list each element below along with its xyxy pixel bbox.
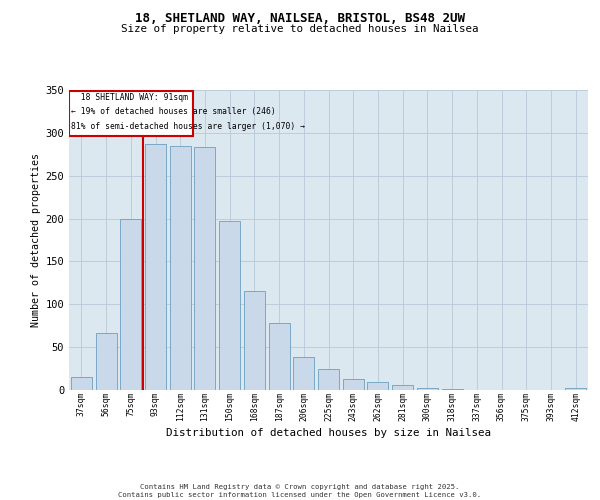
Bar (120, 218, 141, 390)
Bar (565, 388, 586, 390)
Bar (293, 358, 314, 390)
Bar (269, 323, 290, 390)
Bar (392, 385, 413, 390)
Bar (367, 382, 388, 390)
Bar (70, 91, 193, 136)
Y-axis label: Number of detached properties: Number of detached properties (31, 153, 41, 327)
Text: ← 19% of detached houses are smaller (246): ← 19% of detached houses are smaller (24… (71, 107, 275, 116)
Text: 18 SHETLAND WAY: 91sqm: 18 SHETLAND WAY: 91sqm (71, 92, 188, 102)
Bar (244, 292, 265, 390)
Bar (417, 388, 438, 390)
Text: 18, SHETLAND WAY, NAILSEA, BRISTOL, BS48 2UW: 18, SHETLAND WAY, NAILSEA, BRISTOL, BS48… (135, 12, 465, 26)
Bar (95, 332, 116, 390)
Text: Contains HM Land Registry data © Crown copyright and database right 2025.
Contai: Contains HM Land Registry data © Crown c… (118, 484, 482, 498)
Text: 81% of semi-detached houses are larger (1,070) →: 81% of semi-detached houses are larger (… (71, 122, 305, 130)
Bar (194, 146, 215, 390)
Bar (318, 368, 339, 390)
Text: Size of property relative to detached houses in Nailsea: Size of property relative to detached ho… (121, 24, 479, 34)
Bar (71, 377, 92, 390)
Bar (442, 389, 463, 390)
Bar (170, 146, 191, 390)
Bar (219, 221, 240, 390)
Bar (343, 379, 364, 390)
X-axis label: Distribution of detached houses by size in Nailsea: Distribution of detached houses by size … (166, 428, 491, 438)
Bar (145, 144, 166, 390)
